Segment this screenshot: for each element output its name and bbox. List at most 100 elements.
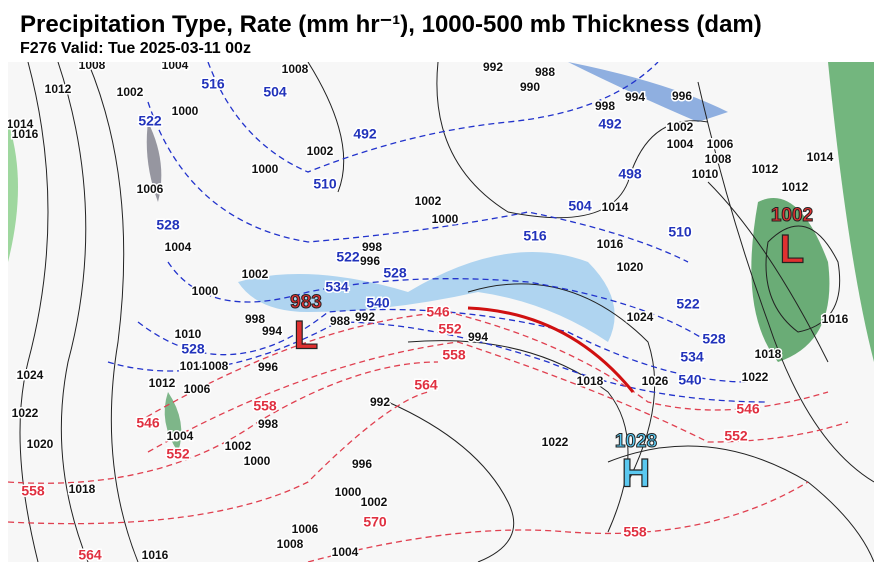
isobar-label: 1012 (45, 82, 72, 96)
isobar-label: 996 (352, 457, 372, 471)
isobar-label: 1008 (79, 62, 106, 72)
thickness-label: 558 (253, 398, 277, 414)
thickness-label: 546 (736, 401, 760, 417)
thickness-label: 522 (138, 113, 162, 129)
thickness-label: 546 (426, 304, 450, 320)
isobar-label: 1016 (142, 548, 169, 562)
thickness-label: 552 (724, 428, 748, 444)
isobar-label: 998 (258, 417, 278, 431)
isobar-label: 1000 (432, 212, 459, 226)
thickness-label: 510 (313, 176, 337, 192)
isobar-label: 1014 (807, 150, 834, 164)
isobar-label: 1016 (822, 312, 849, 326)
isobar-label: 1014 (602, 200, 629, 214)
isobar-label: 994 (468, 330, 488, 344)
isobar-label: 1000 (252, 162, 279, 176)
thickness-label: 564 (78, 547, 102, 562)
isobar-label: 1000 (192, 284, 219, 298)
thickness-label: 534 (325, 279, 349, 295)
thickness-label: 540 (366, 295, 390, 311)
isobar-label: 998 (245, 312, 265, 326)
center-letter: L (780, 228, 804, 272)
center-letter: L (294, 314, 318, 358)
thickness-label: 504 (263, 84, 287, 100)
isobar-label: 1004 (165, 240, 192, 254)
isobar-label: 1010 (175, 327, 202, 341)
thickness-label: 558 (623, 524, 647, 540)
isobar-label: 1002 (307, 144, 334, 158)
title: Precipitation Type, Rate (mm hr⁻¹), 1000… (20, 11, 762, 38)
thickness-label: 516 (201, 76, 225, 92)
isobar-label: 1012 (782, 180, 809, 194)
thickness-label: 570 (363, 514, 387, 530)
isobar-label: 1000 (244, 454, 271, 468)
thickness-label: 510 (668, 224, 692, 240)
isobar-label: 1018 (755, 347, 782, 361)
center-value: 1028 (615, 431, 657, 452)
subtitle: F276 Valid: Tue 2025-03-11 00z (20, 40, 251, 57)
thickness-label: 492 (598, 116, 622, 132)
isobar-label: 1008 (277, 537, 304, 551)
cold-thickness (107, 62, 769, 403)
center-value: 1002 (771, 205, 813, 226)
isobar-label: 998 (595, 99, 615, 113)
isobars (19, 62, 874, 562)
isobar-label: 1016 (597, 237, 624, 251)
isobar-label: 1006 (137, 182, 164, 196)
isobar-label: 996 (258, 360, 278, 374)
isobar-label: 1022 (742, 370, 769, 384)
isobar-label: 1024 (17, 368, 44, 382)
isobar-label: 1002 (361, 495, 388, 509)
isobar-label: 994 (625, 90, 645, 104)
isobar-label: 1004 (162, 62, 189, 72)
thickness-label: 492 (353, 126, 377, 142)
isobar-label: 996 (672, 89, 692, 103)
thickness-label: 558 (21, 483, 45, 499)
isobar-label: 1006 (184, 382, 211, 396)
isobar-label: 1008 (202, 359, 229, 373)
isobar-label: 1002 (415, 194, 442, 208)
thickness-label: 528 (181, 341, 205, 357)
isobar-label: 1018 (69, 482, 96, 496)
isobar-label: 1024 (627, 310, 654, 324)
thickness-label: 552 (166, 446, 190, 462)
isobar-label: 998 (362, 240, 382, 254)
center-value: 983 (290, 292, 322, 313)
isobar-label: 1018 (577, 374, 604, 388)
thickness-label: 498 (618, 166, 642, 182)
thickness-label: 528 (702, 331, 726, 347)
isobar-label: 1000 (172, 104, 199, 118)
isobar-label: 996 (360, 254, 380, 268)
isobar-label: 1002 (242, 267, 269, 281)
isobar-label: 992 (483, 62, 503, 74)
thickness-label: 522 (676, 296, 700, 312)
isobar-label: 1000 (335, 485, 362, 499)
isobar-label: 1020 (617, 260, 644, 274)
isobar-label: 1002 (667, 120, 694, 134)
isobar-label: 1020 (27, 437, 54, 451)
isobar-label: 1016 (12, 127, 39, 141)
isobar-label: 988 (330, 314, 350, 328)
isobar-label: 988 (535, 65, 555, 79)
isobar-label: 990 (520, 80, 540, 94)
isobar-label: 1008 (705, 152, 732, 166)
thickness-label: 522 (336, 249, 360, 265)
thickness-label: 528 (156, 217, 180, 233)
thickness-label: 558 (442, 347, 466, 363)
isobar-label: 1012 (149, 376, 176, 390)
isobar-label: 992 (355, 310, 375, 324)
isobar-label: 1006 (707, 137, 734, 151)
isobar-label: 1004 (167, 429, 194, 443)
thickness-label: 552 (438, 321, 462, 337)
isobar-label: 1004 (667, 137, 694, 151)
isobar-label: 1012 (752, 162, 779, 176)
thickness-label: 546 (136, 415, 160, 431)
thickness-label: 528 (383, 265, 407, 281)
isobar-label: 1002 (225, 439, 252, 453)
thickness-label: 504 (568, 198, 592, 214)
isobar-label: 1006 (292, 522, 319, 536)
thickness-label: 564 (414, 377, 438, 393)
center-letter: H (622, 452, 651, 496)
